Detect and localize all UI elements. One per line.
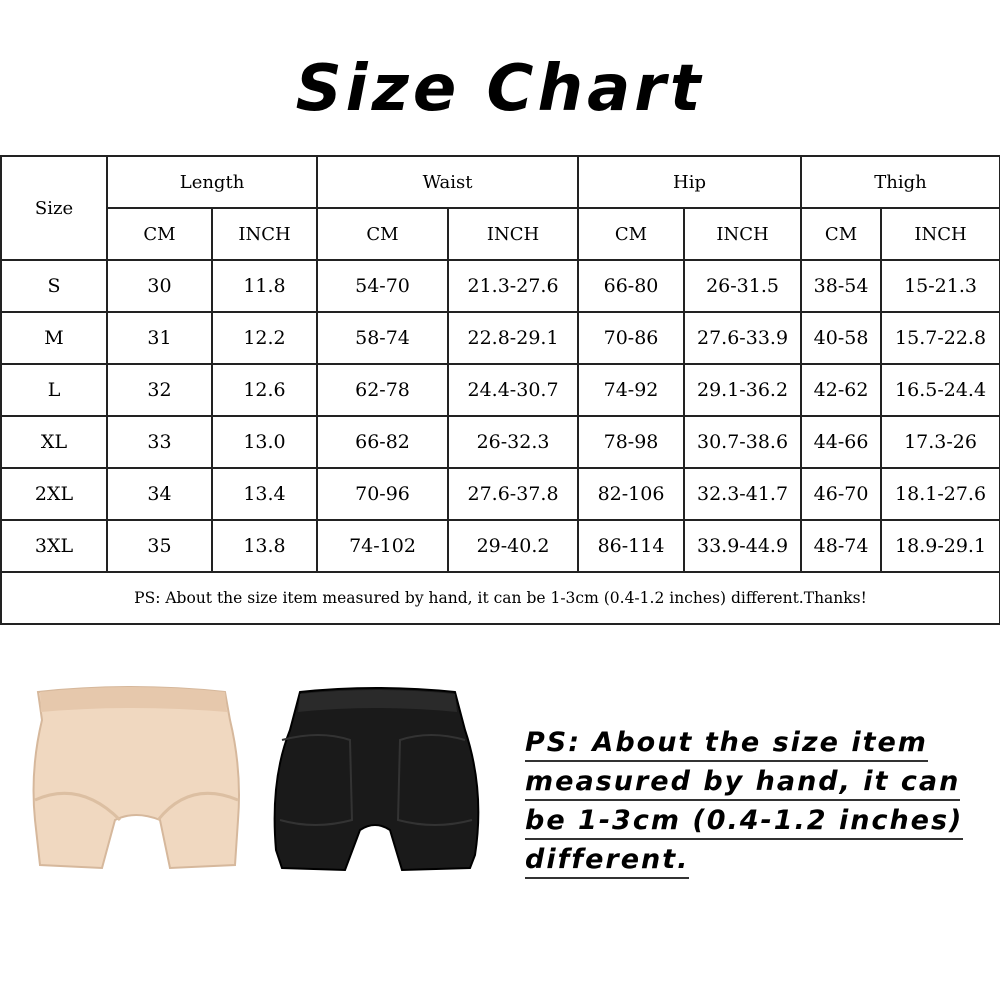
value-cell: 26-31.5	[683, 259, 803, 313]
beige-shorts-image	[32, 686, 240, 870]
value-cell: 29.1-36.2	[683, 363, 803, 417]
unit-header: INCH	[210, 207, 319, 261]
value-cell: 18.1-27.6	[880, 467, 1000, 521]
value-cell: 66-80	[577, 259, 686, 313]
value-cell: 82-106	[577, 467, 686, 521]
value-cell: 30.7-38.6	[683, 415, 803, 469]
value-cell: 18.9-29.1	[880, 519, 1000, 573]
value-cell: 15.7-22.8	[880, 311, 1000, 365]
value-cell: 34	[106, 467, 213, 521]
value-cell: 27.6-33.9	[683, 311, 803, 365]
size-cell: XL	[0, 415, 108, 469]
value-cell: 46-70	[800, 467, 883, 521]
table-row: 2XL 34 13.4 70-96 27.6-37.8 82-106 32.3-41.7 46…	[0, 467, 1000, 521]
page-title: Size Chart	[295, 52, 705, 126]
value-cell: 70-86	[577, 311, 686, 365]
unit-header: INCH	[683, 207, 803, 261]
size-cell: 2XL	[0, 467, 108, 521]
value-cell: 35	[106, 519, 213, 573]
size-table: Size Length Waist Hip Thigh CM INCH CM I…	[0, 155, 1000, 625]
value-cell: 33	[106, 415, 213, 469]
value-cell: 42-62	[800, 363, 883, 417]
waist-header: Waist	[316, 155, 580, 209]
size-cell: M	[0, 311, 108, 365]
value-cell: 58-74	[316, 311, 450, 365]
value-cell: 54-70	[316, 259, 450, 313]
value-cell: 74-102	[316, 519, 450, 573]
value-cell: 13.0	[210, 415, 319, 469]
value-cell: 74-92	[577, 363, 686, 417]
value-cell: 21.3-27.6	[447, 259, 580, 313]
value-cell: 66-82	[316, 415, 450, 469]
size-cell: 3XL	[0, 519, 108, 573]
value-cell: 24.4-30.7	[447, 363, 580, 417]
value-cell: 13.4	[210, 467, 319, 521]
ps-line: different.	[525, 843, 690, 879]
ps-note: PS: About the size item measured by hand…	[525, 726, 995, 882]
value-cell: 13.8	[210, 519, 319, 573]
hip-header: Hip	[577, 155, 803, 209]
value-cell: 78-98	[577, 415, 686, 469]
size-header: Size	[0, 155, 108, 261]
value-cell: 30	[106, 259, 213, 313]
value-cell: 16.5-24.4	[880, 363, 1000, 417]
size-cell: L	[0, 363, 108, 417]
value-cell: 22.8-29.1	[447, 311, 580, 365]
unit-header: CM	[577, 207, 686, 261]
value-cell: 11.8	[210, 259, 319, 313]
value-cell: 32	[106, 363, 213, 417]
ps-line: be 1-3cm (0.4-1.2 inches)	[525, 804, 964, 840]
table-note: PS: About the size item measured by hand…	[0, 571, 1000, 625]
value-cell: 62-78	[316, 363, 450, 417]
value-cell: 48-74	[800, 519, 883, 573]
value-cell: 27.6-37.8	[447, 467, 580, 521]
table-row: L 32 12.6 62-78 24.4-30.7 74-92 29.1-36.2 42-62…	[0, 363, 1000, 417]
size-cell: S	[0, 259, 108, 313]
value-cell: 32.3-41.7	[683, 467, 803, 521]
value-cell: 17.3-26	[880, 415, 1000, 469]
value-cell: 12.6	[210, 363, 319, 417]
unit-header: CM	[800, 207, 883, 261]
table-row: S 30 11.8 54-70 21.3-27.6 66-80 26-31.5 38-54 15…	[0, 259, 1000, 313]
value-cell: 31	[106, 311, 213, 365]
value-cell: 44-66	[800, 415, 883, 469]
table-row: M 31 12.2 58-74 22.8-29.1 70-86 27.6-33.9 40-58…	[0, 311, 1000, 365]
value-cell: 12.2	[210, 311, 319, 365]
black-shorts-image	[273, 687, 480, 872]
value-cell: 38-54	[800, 259, 883, 313]
value-cell: 40-58	[800, 311, 883, 365]
value-cell: 33.9-44.9	[683, 519, 803, 573]
thigh-header: Thigh	[800, 155, 1000, 209]
unit-header: INCH	[447, 207, 580, 261]
value-cell: 26-32.3	[447, 415, 580, 469]
unit-header: CM	[316, 207, 450, 261]
value-cell: 15-21.3	[880, 259, 1000, 313]
table-row: XL 33 13.0 66-82 26-32.3 78-98 30.7-38.6 44-66 1…	[0, 415, 1000, 469]
table-row: 3XL 35 13.8 74-102 29-40.2 86-114 33.9-44.9 48-…	[0, 519, 1000, 573]
ps-line: measured by hand, it can	[525, 765, 961, 801]
length-header: Length	[105, 155, 319, 209]
ps-line: PS: About the size item	[525, 726, 928, 762]
unit-header: INCH	[880, 207, 1000, 261]
value-cell: 70-96	[316, 467, 450, 521]
value-cell: 86-114	[577, 519, 686, 573]
unit-header: CM	[106, 207, 213, 261]
value-cell: 29-40.2	[447, 519, 580, 573]
